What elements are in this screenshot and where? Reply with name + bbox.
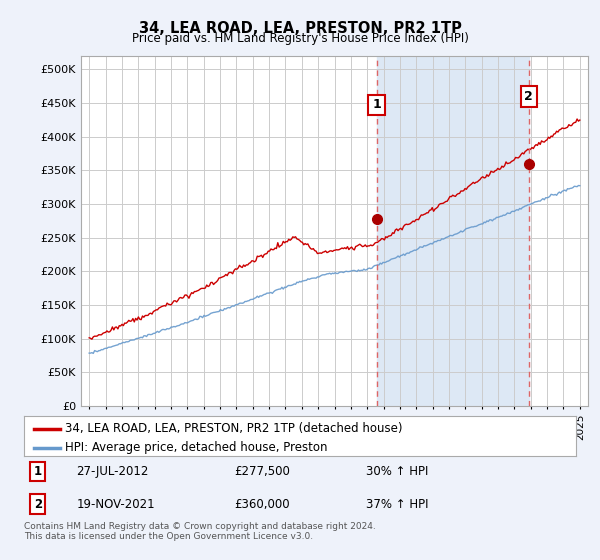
Text: 19-NOV-2021: 19-NOV-2021 (76, 498, 155, 511)
Text: 2: 2 (34, 498, 42, 511)
Text: Price paid vs. HM Land Registry's House Price Index (HPI): Price paid vs. HM Land Registry's House … (131, 32, 469, 45)
Text: 2: 2 (524, 90, 533, 103)
Text: 34, LEA ROAD, LEA, PRESTON, PR2 1TP: 34, LEA ROAD, LEA, PRESTON, PR2 1TP (139, 21, 461, 36)
Text: HPI: Average price, detached house, Preston: HPI: Average price, detached house, Pres… (65, 441, 328, 454)
Text: 30% ↑ HPI: 30% ↑ HPI (366, 465, 428, 478)
Text: Contains HM Land Registry data © Crown copyright and database right 2024.
This d: Contains HM Land Registry data © Crown c… (24, 522, 376, 542)
Text: £360,000: £360,000 (234, 498, 289, 511)
Text: 27-JUL-2012: 27-JUL-2012 (76, 465, 149, 478)
Text: 34, LEA ROAD, LEA, PRESTON, PR2 1TP (detached house): 34, LEA ROAD, LEA, PRESTON, PR2 1TP (det… (65, 422, 403, 436)
Bar (377, 56, 529, 406)
Text: £277,500: £277,500 (234, 465, 290, 478)
Text: 1: 1 (372, 99, 381, 111)
Text: 37% ↑ HPI: 37% ↑ HPI (366, 498, 429, 511)
Text: 1: 1 (34, 465, 42, 478)
